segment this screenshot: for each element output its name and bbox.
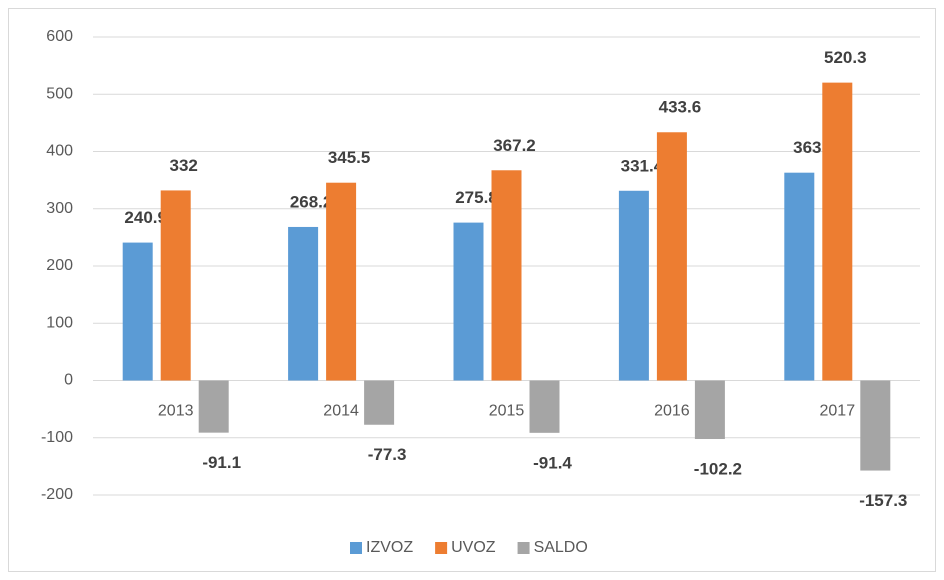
value-label: 331.4 <box>621 156 664 175</box>
value-label: -91.1 <box>202 453 241 472</box>
bar <box>784 172 815 381</box>
value-label: 240.9 <box>124 208 167 227</box>
bar <box>364 380 395 425</box>
value-label: 520.3 <box>824 48 867 67</box>
x-tick-label: 2016 <box>654 403 690 420</box>
legend-label: UVOZ <box>451 539 496 556</box>
bar <box>618 190 649 381</box>
legend-swatch <box>435 542 448 554</box>
bar <box>822 82 853 381</box>
bar <box>160 190 191 381</box>
value-label: -157.3 <box>859 491 907 510</box>
value-label: 363 <box>793 138 821 157</box>
x-tick-label: 2014 <box>323 403 359 420</box>
value-label: -102.2 <box>694 459 742 478</box>
bar <box>198 380 229 433</box>
value-label: 268.2 <box>290 192 333 211</box>
legend-swatch <box>350 542 362 554</box>
y-tick-label: 0 <box>64 372 73 389</box>
y-tick-label: 600 <box>46 28 73 45</box>
bar <box>694 380 725 440</box>
value-label: 367.2 <box>493 136 536 155</box>
value-label: 275.8 <box>455 188 498 207</box>
y-tick-label: 300 <box>46 200 73 217</box>
value-label: 345.5 <box>328 148 371 167</box>
value-label: 433.6 <box>659 98 702 117</box>
bar <box>122 242 153 381</box>
y-tick-label: 200 <box>46 257 73 274</box>
x-tick-label: 2017 <box>820 403 856 420</box>
value-label: -91.4 <box>533 453 572 472</box>
value-label: 332 <box>170 156 198 175</box>
value-label: -77.3 <box>368 445 407 464</box>
bar <box>491 170 522 381</box>
x-tick-label: 2015 <box>489 403 525 420</box>
bar <box>453 222 484 381</box>
y-tick-label: -100 <box>41 429 73 446</box>
x-tick-label: 2013 <box>158 403 194 420</box>
legend-swatch <box>517 542 530 554</box>
y-tick-label: 400 <box>46 143 73 160</box>
bar <box>656 132 687 381</box>
bar <box>288 226 319 381</box>
y-tick-label: 500 <box>46 85 73 102</box>
legend-label: SALDO <box>534 539 588 556</box>
y-tick-label: -200 <box>41 486 73 503</box>
bar <box>860 380 891 471</box>
legend-label: IZVOZ <box>366 539 413 556</box>
bar <box>326 182 357 381</box>
y-tick-label: 100 <box>46 314 73 331</box>
bar <box>529 380 560 433</box>
